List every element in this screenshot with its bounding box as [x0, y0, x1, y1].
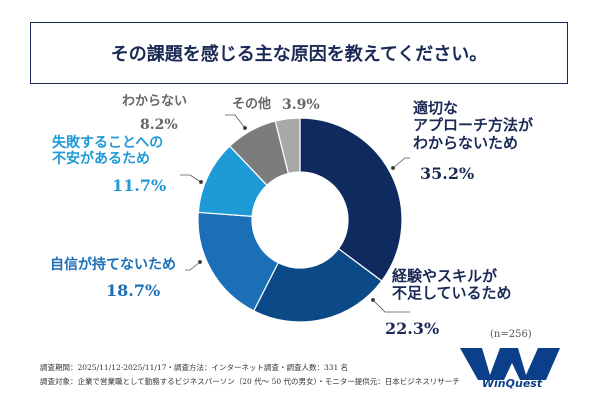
value-confidence: 18.7%: [106, 281, 161, 300]
leader-line: [180, 174, 202, 183]
sample-size: (n=256): [490, 329, 532, 340]
label-line: わからない: [122, 94, 188, 109]
leader-dot: [370, 297, 375, 302]
footer-line-1: 調査期間：2025/11/12-2025/11/17・調査方法：インターネット調…: [40, 363, 349, 372]
leader-line: [392, 157, 410, 169]
value-approach: 35.2%: [420, 164, 475, 183]
label-approach: 適切な アプローチ方法が わからないため: [413, 99, 534, 152]
label-line: わからないため: [413, 133, 519, 152]
leader-dot: [197, 259, 202, 264]
chart-title: その課題を感じる主な原因を教えてください。: [30, 22, 568, 84]
label-line: 不安があるため: [52, 151, 150, 168]
value-other: 3.9%: [282, 97, 320, 113]
label-line: 経験やスキルが: [392, 267, 498, 285]
label-unknown: わからない: [122, 94, 188, 110]
value-skill: 22.3%: [385, 319, 440, 338]
leader-dot: [198, 179, 203, 184]
slice-approach: [299, 117, 403, 282]
label-other: その他: [232, 97, 272, 113]
leader-line: [372, 299, 410, 313]
value-unknown: 8.2%: [140, 117, 178, 133]
slice-other: [274, 117, 301, 175]
label-confidence: 自信が持てないため: [50, 257, 176, 273]
label-line: 失敗することへの: [52, 135, 164, 151]
slice-skill: [252, 247, 383, 323]
leader-dot: [242, 126, 247, 131]
logo-text: WinQuest: [482, 377, 543, 390]
leader-line: [225, 114, 246, 129]
label-fear: 失敗することへの 不安があるため: [52, 135, 163, 167]
winquest-logo: WinQuest: [460, 348, 560, 390]
label-line: 自信が持てないため: [50, 257, 176, 273]
value-fear: 11.7%: [112, 176, 167, 195]
label-line: アプローチ方法が: [413, 116, 534, 135]
footer-line-2: 調査対象：企業で営業職として勤務するビジネスパーソン（20 代～ 50 代の男女…: [40, 377, 460, 386]
label-line: 適切な: [413, 99, 459, 117]
leader-dot: [390, 165, 395, 170]
label-line: その他: [232, 97, 272, 112]
leader-line: [185, 261, 201, 271]
label-line: 不足しているため: [392, 284, 512, 303]
slice-confidence: [197, 211, 280, 312]
label-skill: 経験やスキルが 不足しているため: [392, 267, 512, 303]
